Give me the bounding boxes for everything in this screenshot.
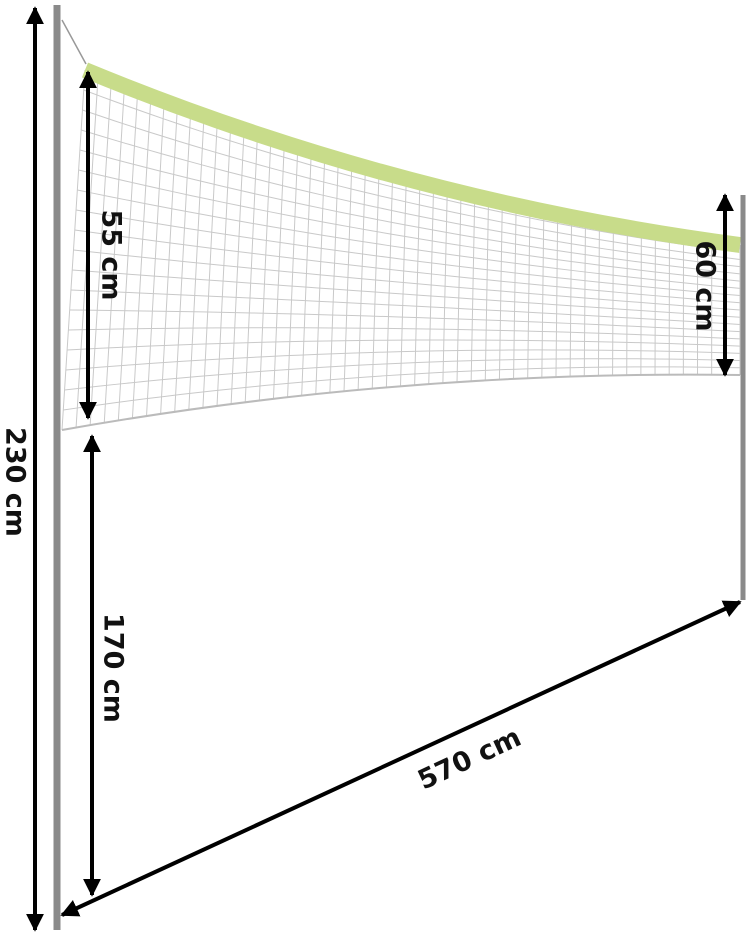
width-arrow [60,600,742,917]
mesh-line [78,169,741,282]
dimension-label: 570 cm [413,722,526,797]
dimension-label: 60 cm [690,240,721,331]
mesh-line [72,269,741,318]
mesh-line [68,327,741,340]
mesh-line [81,129,741,268]
dimension-label: 170 cm [98,613,129,723]
mesh-line [65,349,741,371]
mesh-line [74,229,741,304]
guy-line [61,19,87,65]
mesh-line [79,149,741,275]
net-mesh [61,69,741,431]
mesh-line [73,249,741,311]
net-bottom-cord [61,373,741,431]
mesh-line [82,109,741,260]
mesh-line [69,309,741,333]
mesh-line [70,289,741,325]
mesh-line [75,209,741,297]
mesh-line [63,366,741,411]
mesh-line [77,189,741,289]
net-top-band [81,62,742,253]
mesh-line [64,358,741,391]
mesh-line [67,339,741,351]
mesh-line [83,89,741,253]
dimension-label: 230 cm [0,427,31,537]
dimension-label: 55 cm [96,209,127,300]
